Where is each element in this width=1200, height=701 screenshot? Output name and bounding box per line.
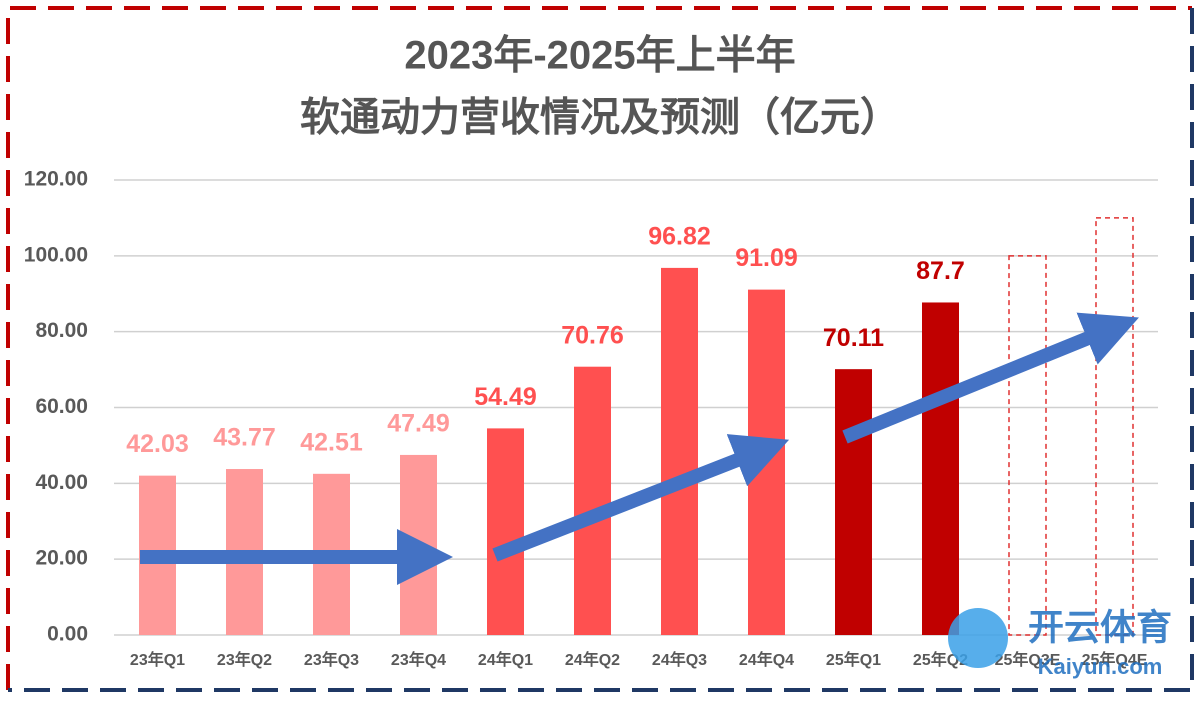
watermark: 开云体育 Kaiyun.com bbox=[948, 607, 1172, 679]
bar bbox=[487, 428, 524, 635]
y-tick-label: 60.00 bbox=[35, 395, 88, 418]
arrow bbox=[492, 434, 790, 562]
y-tick-label: 40.00 bbox=[35, 471, 88, 494]
x-tick-label: 23年Q3 bbox=[304, 650, 359, 669]
chart-title: 软通动力营收情况及预测（亿元） bbox=[300, 96, 900, 140]
y-tick-label: 0.00 bbox=[47, 623, 88, 646]
y-tick-label: 100.00 bbox=[24, 243, 88, 266]
value-label: 42.51 bbox=[300, 428, 363, 456]
x-tick-label: 24年Q4 bbox=[739, 650, 794, 669]
x-tick-label: 24年Q2 bbox=[565, 650, 620, 669]
bar bbox=[661, 267, 698, 635]
y-tick-label: 120.00 bbox=[24, 168, 88, 191]
logo bbox=[948, 608, 1008, 668]
value-label: 47.49 bbox=[387, 410, 450, 438]
value-label: 54.49 bbox=[474, 383, 537, 411]
bar bbox=[574, 366, 611, 635]
chart-title: 2023年-2025年上半年 bbox=[404, 34, 795, 78]
bar bbox=[748, 289, 785, 635]
x-tick-label: 25年Q1 bbox=[826, 650, 881, 669]
bar bbox=[400, 454, 437, 635]
value-label: 42.03 bbox=[126, 430, 189, 458]
value-label: 87.7 bbox=[916, 257, 965, 285]
x-tick-label: 23年Q2 bbox=[217, 650, 272, 669]
bar bbox=[835, 369, 872, 635]
value-label: 70.11 bbox=[823, 324, 884, 352]
x-tick-label: 25年Q4E bbox=[1082, 650, 1148, 669]
value-label: 91.09 bbox=[735, 244, 798, 272]
watermark-text: 开云体育 bbox=[1028, 607, 1172, 648]
x-tick-label: 24年Q3 bbox=[652, 650, 707, 669]
x-tick-label: 23年Q1 bbox=[130, 650, 185, 669]
bar bbox=[922, 302, 959, 635]
y-tick-label: 80.00 bbox=[35, 319, 88, 342]
x-tick-label: 24年Q1 bbox=[478, 650, 533, 669]
value-label: 96.82 bbox=[648, 223, 711, 251]
x-tick-label: 25年Q3E bbox=[995, 650, 1061, 669]
bar bbox=[1095, 217, 1134, 636]
x-tick-label: 23年Q4 bbox=[391, 650, 446, 669]
y-tick-label: 20.00 bbox=[35, 547, 88, 570]
watermark-text: Kaiyun.com bbox=[1038, 654, 1163, 679]
value-label: 70.76 bbox=[561, 321, 624, 349]
trend-arrows bbox=[140, 312, 1139, 585]
value-label: 43.77 bbox=[213, 424, 276, 452]
plot: 0.00 20.00 40.00 60.00 80.00 100.00 120.00 42.0… bbox=[24, 168, 1158, 669]
bar bbox=[1008, 255, 1047, 636]
arrow bbox=[842, 312, 1139, 444]
